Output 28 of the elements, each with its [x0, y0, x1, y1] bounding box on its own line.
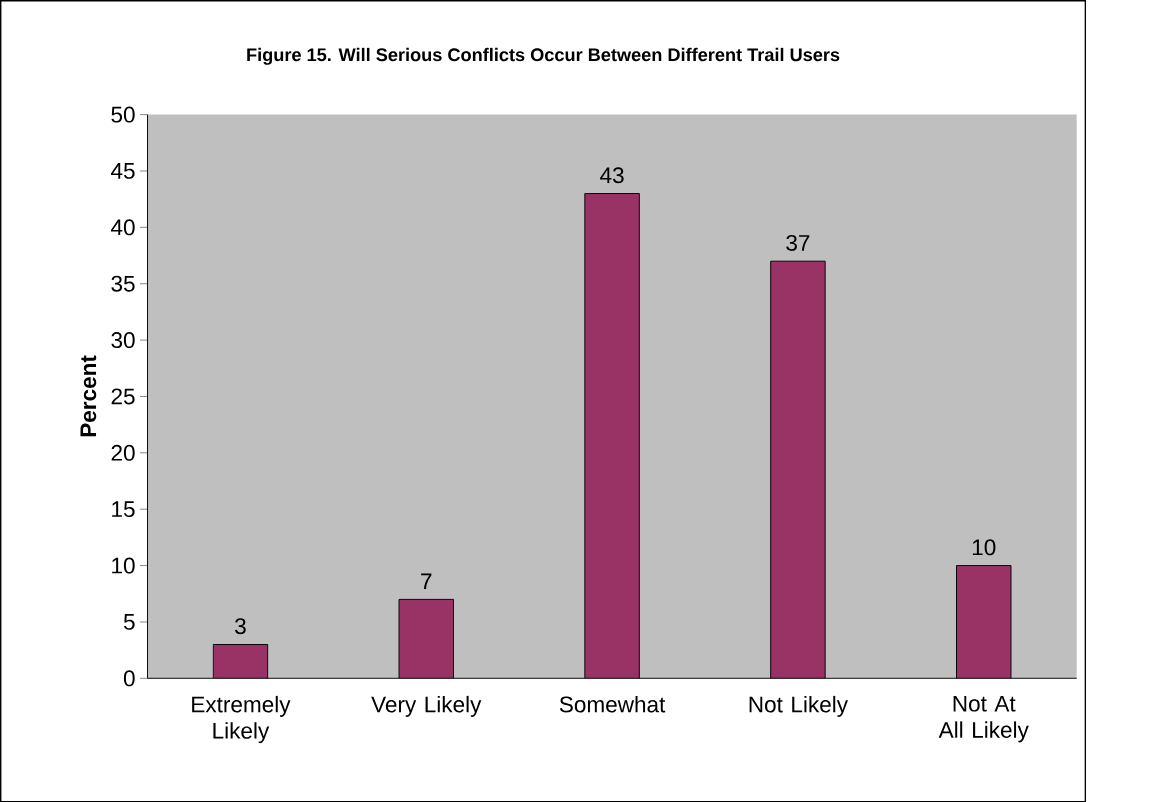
y-tick-label: 10: [112, 557, 135, 574]
x-tick-label: Somewhat: [559, 695, 666, 713]
data-label: 37: [786, 234, 810, 251]
y-tick-label: 5: [123, 613, 135, 630]
data-label: 7: [421, 573, 432, 589]
x-tick-label: Extremely Likely: [192, 695, 291, 744]
chart-title: Figure 15. Will Serious Conflicts Occur Between Different Trail Users: [247, 47, 840, 65]
y-tick-label: 0: [123, 670, 135, 687]
y-tick-label: 35: [111, 275, 135, 292]
y-axis-title: Percent: [80, 355, 97, 437]
x-tick-label: Very Likely: [371, 695, 482, 717]
y-tick-label: 20: [111, 444, 135, 461]
bar: [770, 260, 826, 679]
data-label: 3: [235, 618, 246, 635]
bar: [398, 598, 454, 679]
x-tick-label: Not Likely: [749, 695, 848, 717]
bar: [956, 564, 1012, 679]
y-tick-label: 15: [112, 501, 135, 517]
x-tick-label: Not At All Likely: [938, 695, 1029, 743]
y-tick-label: 50: [111, 106, 135, 123]
data-label: 10: [972, 539, 996, 556]
y-tick-label: 25: [111, 388, 135, 405]
bar: [584, 192, 640, 679]
y-tick-label: 30: [111, 331, 135, 348]
y-tick-label: 45: [111, 162, 135, 179]
y-tick-label: 40: [111, 219, 135, 236]
bar: [212, 643, 269, 679]
data-label: 43: [600, 167, 624, 184]
